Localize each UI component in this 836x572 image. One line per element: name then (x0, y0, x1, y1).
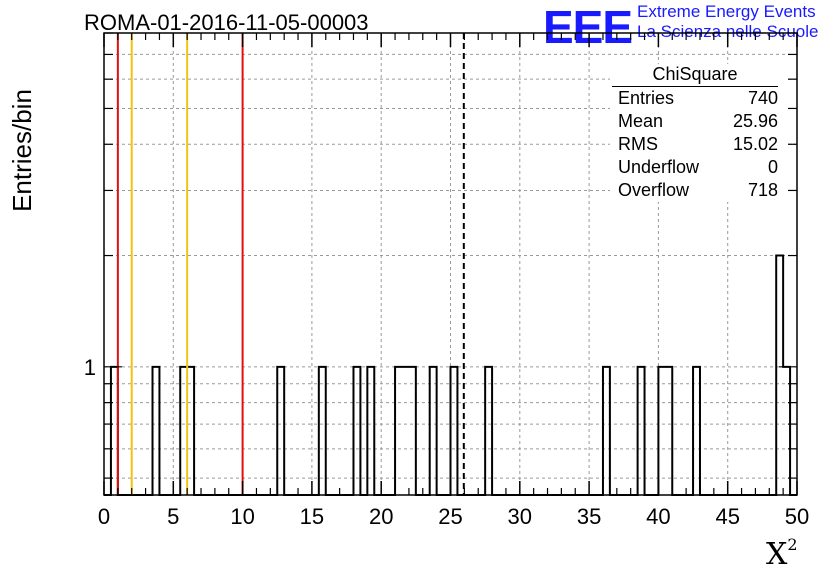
stats-box: ChiSquare Entries 740 Mean 25.96 RMS 15.… (610, 64, 788, 202)
x-tick-label: 50 (785, 504, 809, 529)
stats-value: 25.96 (732, 111, 778, 131)
stats-rows: Entries 740 Mean 25.96 RMS 15.02 Underfl… (610, 87, 788, 202)
x-tick-label: 10 (230, 504, 254, 529)
histogram-bin (180, 367, 187, 495)
stats-value: 0 (767, 157, 778, 177)
x-axis-label-text: X (766, 537, 788, 572)
histogram-bin (409, 367, 416, 495)
x-tick-label: 45 (715, 504, 739, 529)
histogram-bin (638, 367, 645, 495)
histogram-bin (395, 367, 402, 495)
x-tick-label: 25 (438, 504, 462, 529)
histogram-bin (353, 367, 360, 495)
stats-label: Underflow (618, 157, 700, 177)
stats-row-mean: Mean 25.96 (610, 110, 778, 133)
histogram-bin (776, 256, 783, 495)
histogram-bin (277, 367, 284, 495)
x-tick-label: 0 (98, 504, 110, 529)
x-tick-label: 35 (577, 504, 601, 529)
x-tick-label: 15 (300, 504, 324, 529)
eee-logo: EEE (543, 1, 633, 53)
histogram-bin (430, 367, 437, 495)
stats-value: 15.02 (732, 134, 778, 154)
histogram-bin (367, 367, 374, 495)
histogram-bin (783, 367, 790, 495)
histogram-bin (693, 367, 700, 495)
histogram-bin (153, 367, 160, 495)
stats-value: 740 (747, 88, 778, 108)
stats-box-title: ChiSquare (612, 64, 778, 87)
logo-line-2: La Scienza nelle Scuole (637, 22, 819, 41)
y-tick-label: 1 (84, 355, 96, 380)
histogram-bin (402, 367, 409, 495)
chart-title: ROMA-01-2016-11-05-00003 (84, 10, 369, 35)
x-axis-label-superscript: 2 (787, 535, 798, 554)
x-tick-label: 40 (646, 504, 670, 529)
histogram-bin (319, 367, 326, 495)
stats-value: 718 (747, 180, 778, 200)
histogram-bin (111, 367, 118, 495)
histogram-bin (485, 367, 492, 495)
logo-text: Extreme Energy Events La Scienza nelle S… (637, 2, 818, 42)
histogram-bin (187, 367, 194, 495)
stats-row-underflow: Underflow 0 (610, 156, 778, 179)
x-tick-label: 5 (167, 504, 179, 529)
x-tick-label: 30 (508, 504, 532, 529)
stats-row-overflow: Overflow 718 (610, 179, 778, 202)
logo-line-1: Extreme Energy Events (637, 2, 816, 21)
stats-label: Overflow (618, 180, 690, 200)
histogram-bin (451, 367, 458, 495)
x-axis-label: X2 (766, 535, 798, 572)
stats-label: Mean (618, 111, 664, 131)
histogram-bin (665, 367, 672, 495)
stats-row-rms: RMS 15.02 (610, 133, 778, 156)
stats-row-entries: Entries 740 (610, 87, 778, 110)
histogram-bin (603, 367, 610, 495)
stats-label: Entries (618, 88, 675, 108)
stats-label: RMS (618, 134, 658, 154)
histogram-bin (658, 367, 665, 495)
x-tick-label: 20 (369, 504, 393, 529)
